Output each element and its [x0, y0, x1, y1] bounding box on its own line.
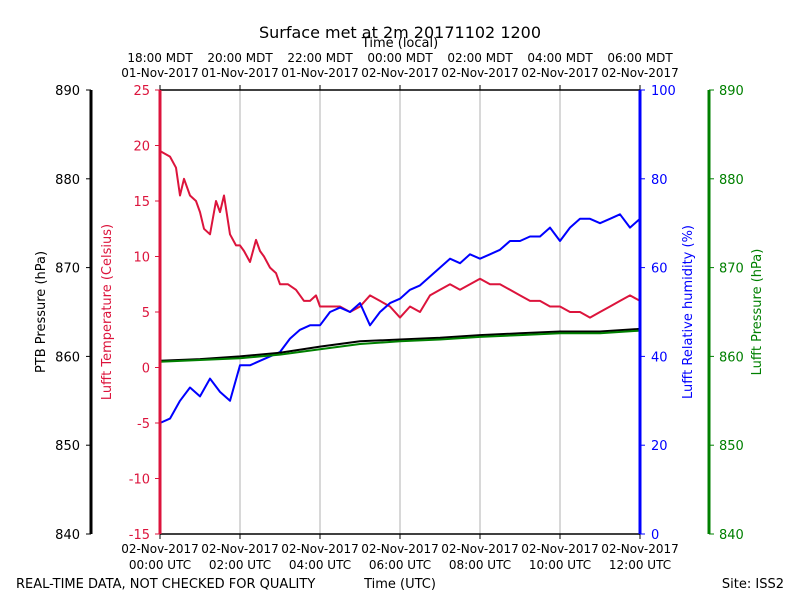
x-tick-label-bottom-time: 04:00 UTC: [289, 558, 351, 572]
lufft-pressure-axis-title: Lufft Pressure (hPa): [750, 249, 765, 376]
humidity-axis-tick-label: 0: [651, 528, 659, 543]
x-tick-label-top-time: 06:00 MDT: [607, 51, 673, 65]
footer-quality-note: REAL-TIME DATA, NOT CHECKED FOR QUALITY: [16, 577, 315, 592]
x-tick-label-top-date: 02-Nov-2017: [361, 66, 439, 80]
lufft-pressure-line: [159, 329, 641, 363]
footer-site: Site: ISS2: [722, 577, 784, 592]
ptb-pressure-axis-tick-label: 880: [55, 173, 80, 188]
temperature-axis-title: Lufft Temperature (Celsius): [100, 224, 115, 400]
x-tick-label-top-date: 01-Nov-2017: [121, 66, 199, 80]
lufft-pressure-axis-tick-label: 870: [719, 262, 744, 277]
x-tick-label-bottom-date: 02-Nov-2017: [441, 542, 519, 556]
x-tick-label-bottom-time: 06:00 UTC: [369, 558, 431, 572]
x-tick-label-top-time: 18:00 MDT: [127, 51, 193, 65]
temperature-axis-tick-label: 0: [142, 362, 150, 377]
x-tick-label-bottom-date: 02-Nov-2017: [121, 542, 199, 556]
x-tick-label-bottom-time: 08:00 UTC: [449, 558, 511, 572]
x-tick-label-top-time: 22:00 MDT: [287, 51, 353, 65]
lufft-pressure-axis-tick-label: 860: [719, 350, 744, 365]
ptb-pressure-line: [159, 327, 641, 362]
lufft-pressure-axis-tick-label: 880: [719, 173, 744, 188]
temperature-axis-tick-label: 10: [133, 251, 150, 266]
x-tick-label-bottom-time: 12:00 UTC: [609, 558, 671, 572]
humidity-axis-tick-label: 60: [651, 262, 668, 277]
ptb-pressure-axis-tick-label: 850: [55, 439, 80, 454]
top-axis-label: Time (local): [361, 36, 438, 51]
lufft-temperature-line: [159, 150, 641, 319]
grid: [239, 90, 561, 534]
humidity-axis-title: Lufft Relative humidity (%): [681, 225, 696, 399]
temperature-axis-tick-label: -5: [137, 417, 150, 432]
x-tick-label-top-date: 02-Nov-2017: [441, 66, 519, 80]
x-tick-label-top-time: 02:00 MDT: [447, 51, 513, 65]
lufft-pressure-axis-tick-label: 850: [719, 439, 744, 454]
x-tick-label-top-date: 02-Nov-2017: [521, 66, 599, 80]
x-tick-label-bottom-date: 02-Nov-2017: [601, 542, 679, 556]
humidity-axis-tick-label: 20: [651, 439, 668, 454]
x-tick-label-bottom-date: 02-Nov-2017: [281, 542, 359, 556]
x-tick-label-bottom-time: 02:00 UTC: [209, 558, 271, 572]
x-tick-label-top-date: 02-Nov-2017: [601, 66, 679, 80]
temperature-axis-tick-label: 25: [133, 84, 150, 99]
x-tick-label-top-time: 04:00 MDT: [527, 51, 593, 65]
x-tick-label-top-date: 01-Nov-2017: [281, 66, 359, 80]
x-tick-label-bottom-date: 02-Nov-2017: [361, 542, 439, 556]
ptb-pressure-axis-tick-label: 870: [55, 262, 80, 277]
lufft-pressure-axis-tick-label: 890: [719, 84, 744, 99]
chart-title: Surface met at 2m 20171102 1200: [259, 23, 541, 42]
temperature-axis-tick-label: -15: [129, 528, 150, 543]
x-tick-label-bottom-time: 10:00 UTC: [529, 558, 591, 572]
ptb-pressure-axis-tick-label: 890: [55, 84, 80, 99]
ptb-pressure-axis-tick-label: 860: [55, 350, 80, 365]
lufft-relative-humidity-line: [159, 213, 641, 424]
series-layer: [159, 150, 641, 424]
footer-time-axis-label: Time (UTC): [363, 577, 436, 592]
humidity-axis-tick-label: 40: [651, 350, 668, 365]
lufft-pressure-axis-tick-label: 840: [719, 528, 744, 543]
humidity-axis-tick-label: 80: [651, 173, 668, 188]
ptb-pressure-axis-title: PTB Pressure (hPa): [34, 251, 49, 373]
humidity-axis-tick-label: 100: [651, 84, 676, 99]
x-tick-label-top-time: 00:00 MDT: [367, 51, 433, 65]
x-tick-label-top-date: 01-Nov-2017: [201, 66, 279, 80]
x-tick-label-bottom-date: 02-Nov-2017: [201, 542, 279, 556]
x-tick-label-top-time: 20:00 MDT: [207, 51, 273, 65]
temperature-axis-tick-label: 15: [133, 195, 150, 210]
x-tick-label-bottom-time: 00:00 UTC: [129, 558, 191, 572]
ptb-pressure-axis-tick-label: 840: [55, 528, 80, 543]
temperature-axis-tick-label: 5: [142, 306, 150, 321]
temperature-axis-tick-label: -10: [129, 473, 150, 488]
temperature-axis-tick-label: 20: [133, 140, 150, 155]
x-tick-label-bottom-date: 02-Nov-2017: [521, 542, 599, 556]
